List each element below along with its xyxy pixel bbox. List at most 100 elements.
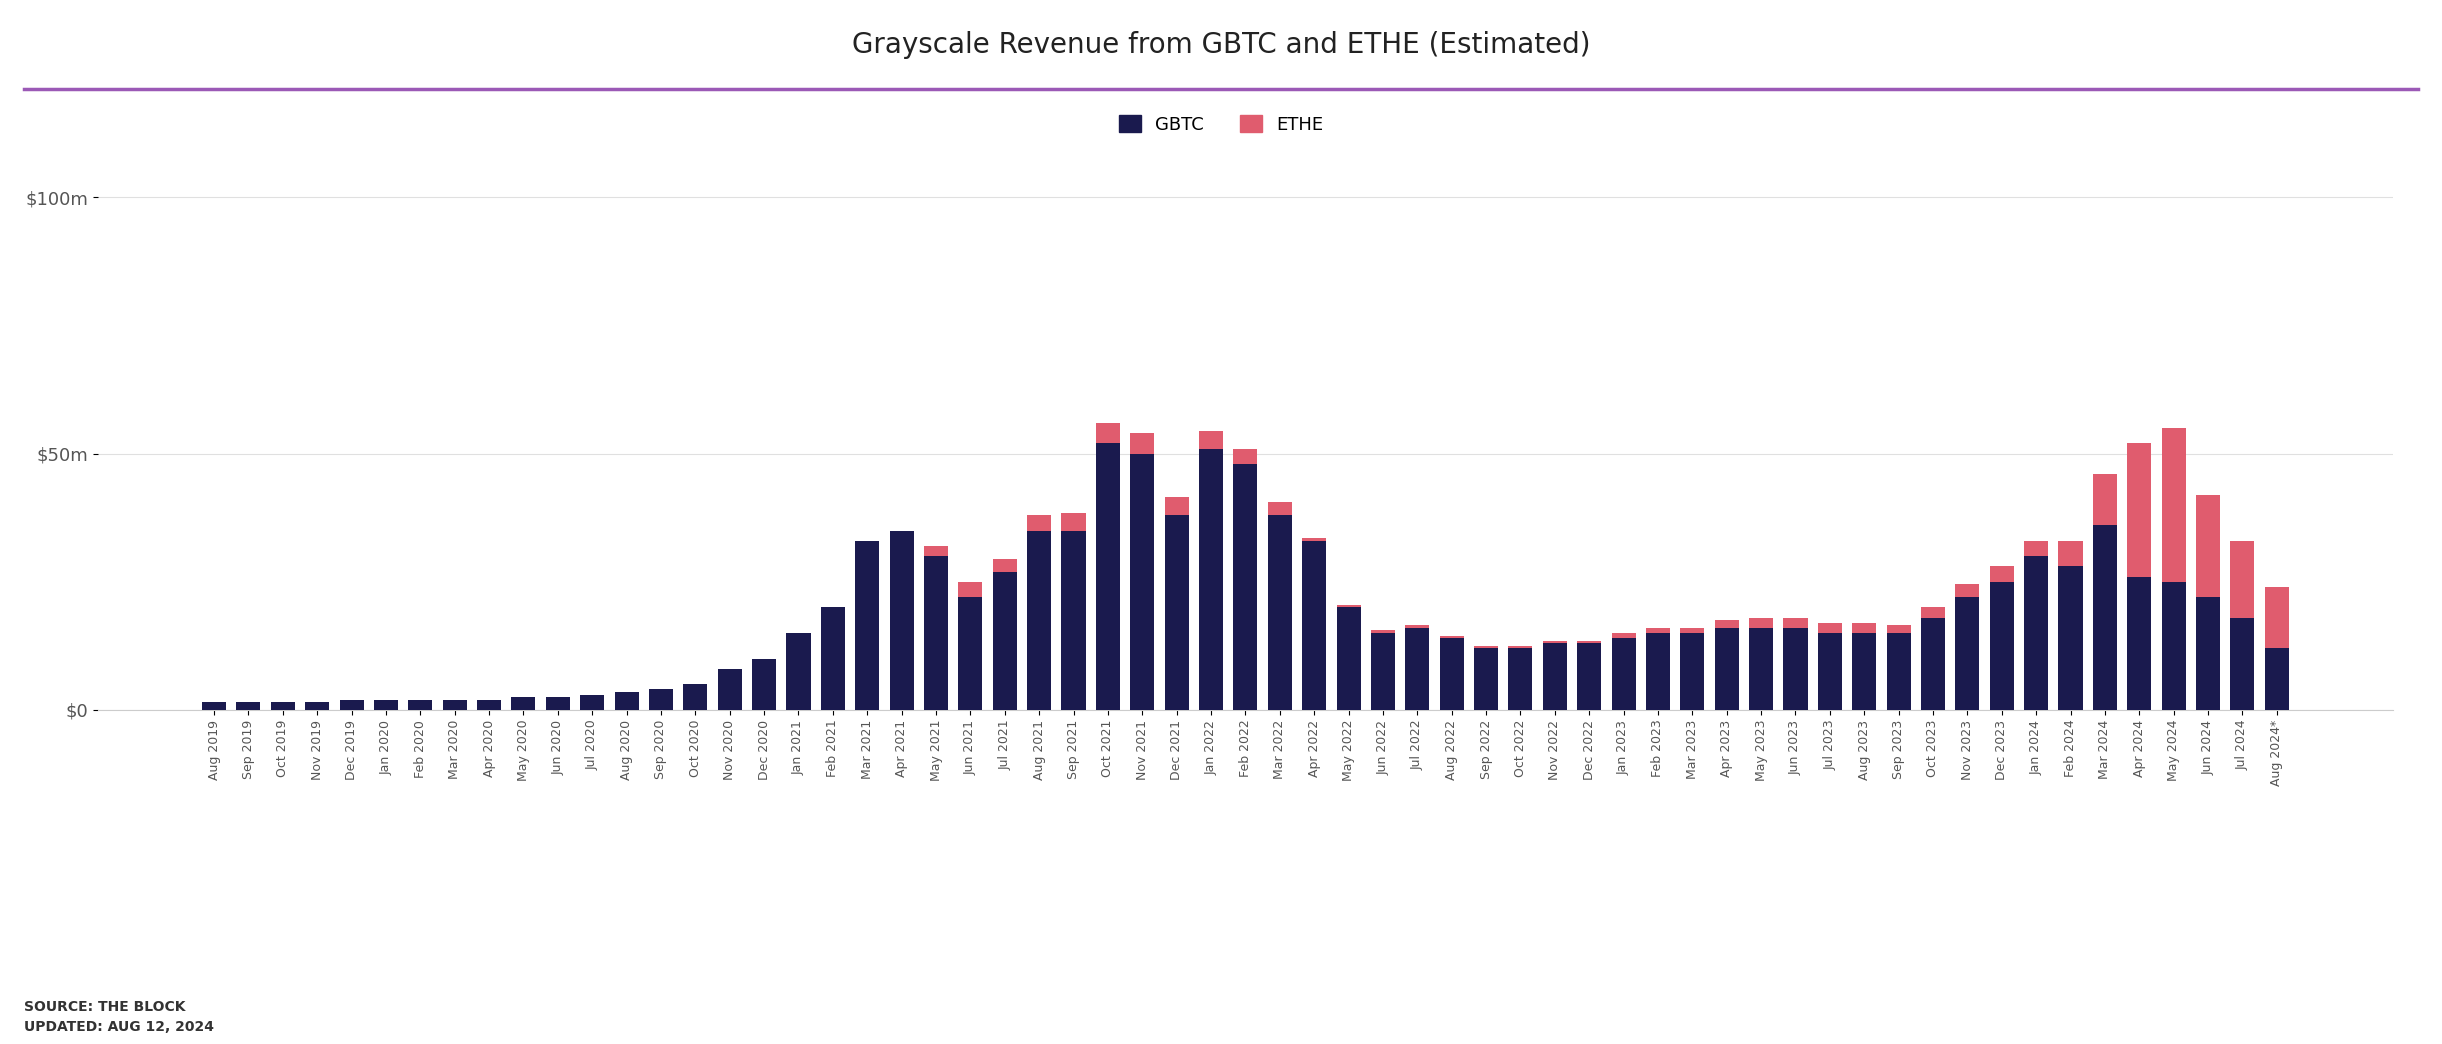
Bar — [2059, 567, 2083, 710]
Bar — [684, 684, 708, 710]
Bar — [1509, 648, 1534, 710]
Bar — [1404, 625, 1429, 627]
Bar — [1851, 623, 1875, 633]
Bar — [1131, 433, 1155, 454]
Bar — [718, 669, 742, 710]
Text: SOURCE: THE BLOCK
UPDATED: AUG 12, 2024: SOURCE: THE BLOCK UPDATED: AUG 12, 2024 — [24, 1000, 215, 1034]
Bar — [1990, 567, 2015, 582]
Bar — [1922, 608, 1944, 618]
Bar — [1680, 627, 1705, 633]
Bar — [1888, 625, 1910, 633]
Bar — [2093, 474, 2117, 525]
Bar — [1714, 627, 1739, 710]
Bar — [2230, 618, 2254, 710]
Bar — [547, 697, 569, 710]
Bar — [1851, 633, 1875, 710]
Bar — [1817, 633, 1841, 710]
Bar — [1233, 464, 1258, 710]
Bar — [374, 699, 398, 710]
Bar — [1096, 423, 1121, 444]
Bar — [786, 633, 811, 710]
Bar — [2127, 444, 2151, 576]
Bar — [1578, 641, 1602, 643]
Bar — [1680, 633, 1705, 710]
Bar — [1817, 623, 1841, 633]
Bar — [2230, 541, 2254, 618]
Bar — [1028, 530, 1050, 710]
Bar — [305, 703, 330, 710]
Bar — [1543, 641, 1568, 643]
Bar — [752, 659, 777, 710]
Bar — [1370, 633, 1394, 710]
Bar — [1302, 541, 1326, 710]
Bar — [237, 703, 261, 710]
Bar — [1441, 638, 1463, 710]
Bar — [1165, 497, 1189, 515]
Bar — [2093, 525, 2117, 710]
Bar — [1475, 646, 1497, 648]
Bar — [1267, 515, 1292, 710]
Bar — [1096, 444, 1121, 710]
Bar — [1888, 633, 1910, 710]
Bar — [2195, 597, 2220, 710]
Bar — [821, 608, 845, 710]
Bar — [923, 556, 947, 710]
Bar — [1646, 627, 1670, 633]
Bar — [1199, 430, 1223, 449]
Bar — [1543, 643, 1568, 710]
Bar — [1131, 454, 1155, 710]
Bar — [2024, 556, 2049, 710]
Bar — [1267, 502, 1292, 515]
Bar — [1783, 627, 1807, 710]
Bar — [2195, 495, 2220, 597]
Bar — [1578, 643, 1602, 710]
Bar — [2161, 582, 2186, 710]
Bar — [957, 582, 982, 597]
Bar — [1956, 585, 1980, 597]
Bar — [442, 699, 466, 710]
Bar — [1199, 449, 1223, 710]
Bar — [1370, 631, 1394, 633]
Bar — [1748, 618, 1773, 627]
Bar — [1336, 608, 1360, 710]
Bar — [2024, 541, 2049, 556]
Bar — [1714, 620, 1739, 627]
Bar — [1612, 633, 1636, 638]
Bar — [650, 689, 674, 710]
Bar — [1990, 582, 2015, 710]
Bar — [1028, 515, 1050, 530]
Bar — [339, 699, 364, 710]
Bar — [1783, 618, 1807, 627]
Bar — [510, 697, 535, 710]
Bar — [1922, 618, 1944, 710]
Text: Grayscale Revenue from GBTC and ETHE (Estimated): Grayscale Revenue from GBTC and ETHE (Es… — [852, 31, 1590, 60]
Bar — [1475, 648, 1497, 710]
Bar — [2161, 428, 2186, 582]
Bar — [408, 699, 432, 710]
Bar — [2264, 648, 2288, 710]
Bar — [957, 597, 982, 710]
Bar — [1404, 627, 1429, 710]
Legend: GBTC, ETHE: GBTC, ETHE — [1111, 109, 1331, 141]
Bar — [1956, 597, 1980, 710]
Bar — [615, 692, 640, 710]
Bar — [1062, 530, 1087, 710]
Bar — [923, 546, 947, 556]
Bar — [1441, 636, 1463, 638]
Bar — [271, 703, 295, 710]
Bar — [581, 694, 603, 710]
Bar — [1748, 627, 1773, 710]
Bar — [1062, 513, 1087, 530]
Bar — [1233, 449, 1258, 464]
Bar — [476, 699, 501, 710]
Bar — [855, 541, 879, 710]
Bar — [2127, 576, 2151, 710]
Bar — [1646, 633, 1670, 710]
Bar — [2264, 587, 2288, 648]
Bar — [994, 559, 1016, 571]
Bar — [889, 530, 913, 710]
Bar — [2059, 541, 2083, 567]
Bar — [994, 571, 1016, 710]
Bar — [1612, 638, 1636, 710]
Bar — [1336, 604, 1360, 608]
